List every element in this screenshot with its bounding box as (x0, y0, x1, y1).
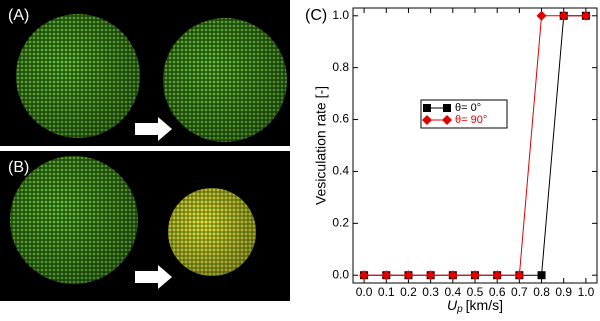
arrow (135, 117, 172, 141)
panel-label: (B) (8, 159, 29, 176)
legend: θ= 0°θ= 90° (420, 99, 508, 129)
x-tick-label: 0.5 (467, 285, 484, 299)
data-point (514, 270, 525, 281)
data-point (425, 270, 436, 281)
y-tick-label: 0.0 (332, 267, 349, 281)
sphere-shading (168, 188, 256, 276)
sphere-shading (10, 156, 138, 284)
y-tick-label: 0.2 (332, 216, 349, 230)
data-point (537, 271, 546, 280)
x-axis-symbol: U (447, 297, 458, 313)
legend-marker (443, 104, 451, 112)
data-point (558, 10, 569, 21)
legend-marker (422, 115, 432, 125)
legend-label: θ= 90° (455, 114, 487, 126)
sphere-shading (163, 18, 287, 142)
legend-marker (442, 115, 452, 125)
data-point (381, 270, 392, 281)
data-point (359, 270, 370, 281)
x-axis-label: Up [km/s] (447, 297, 503, 315)
y-tick-label: 1.0 (332, 8, 349, 22)
panel-label: (C) (305, 7, 327, 24)
y-tick-label: 0.4 (332, 164, 349, 178)
panel-b: (B) (0, 151, 290, 301)
x-axis-subscript: p (456, 304, 463, 315)
y-tick-label: 0.6 (332, 112, 349, 126)
x-tick-label: 0.7 (511, 285, 528, 299)
x-tick-label: 0.0 (356, 285, 373, 299)
series-line (364, 15, 586, 276)
panel-a: (A) (0, 0, 290, 146)
x-tick-label: 0.9 (555, 285, 572, 299)
x-axis-unit: [km/s] (466, 297, 503, 313)
x-tick-label: 0.4 (444, 285, 461, 299)
data-point (536, 10, 547, 21)
legend-label: θ= 0° (455, 102, 481, 114)
arrow (135, 265, 172, 289)
x-tick-label: 0.3 (422, 285, 439, 299)
x-tick-label: 0.1 (378, 285, 395, 299)
x-tick-label: 0.2 (400, 285, 417, 299)
data-point (492, 270, 503, 281)
data-point (580, 10, 591, 21)
data-point (470, 270, 480, 281)
y-tick-label: 0.8 (332, 60, 349, 74)
x-tick-label: 0.6 (489, 285, 506, 299)
data-point (403, 270, 414, 281)
x-tick-label: 1.0 (578, 285, 595, 299)
sphere-shading (16, 14, 140, 138)
x-tick-label: 0.8 (533, 285, 550, 299)
y-axis-label: Vesiculation rate [-] (313, 86, 329, 205)
legend-marker (423, 104, 431, 112)
legend-box (420, 99, 508, 129)
data-point (447, 270, 458, 281)
panel-label: (A) (8, 7, 29, 24)
